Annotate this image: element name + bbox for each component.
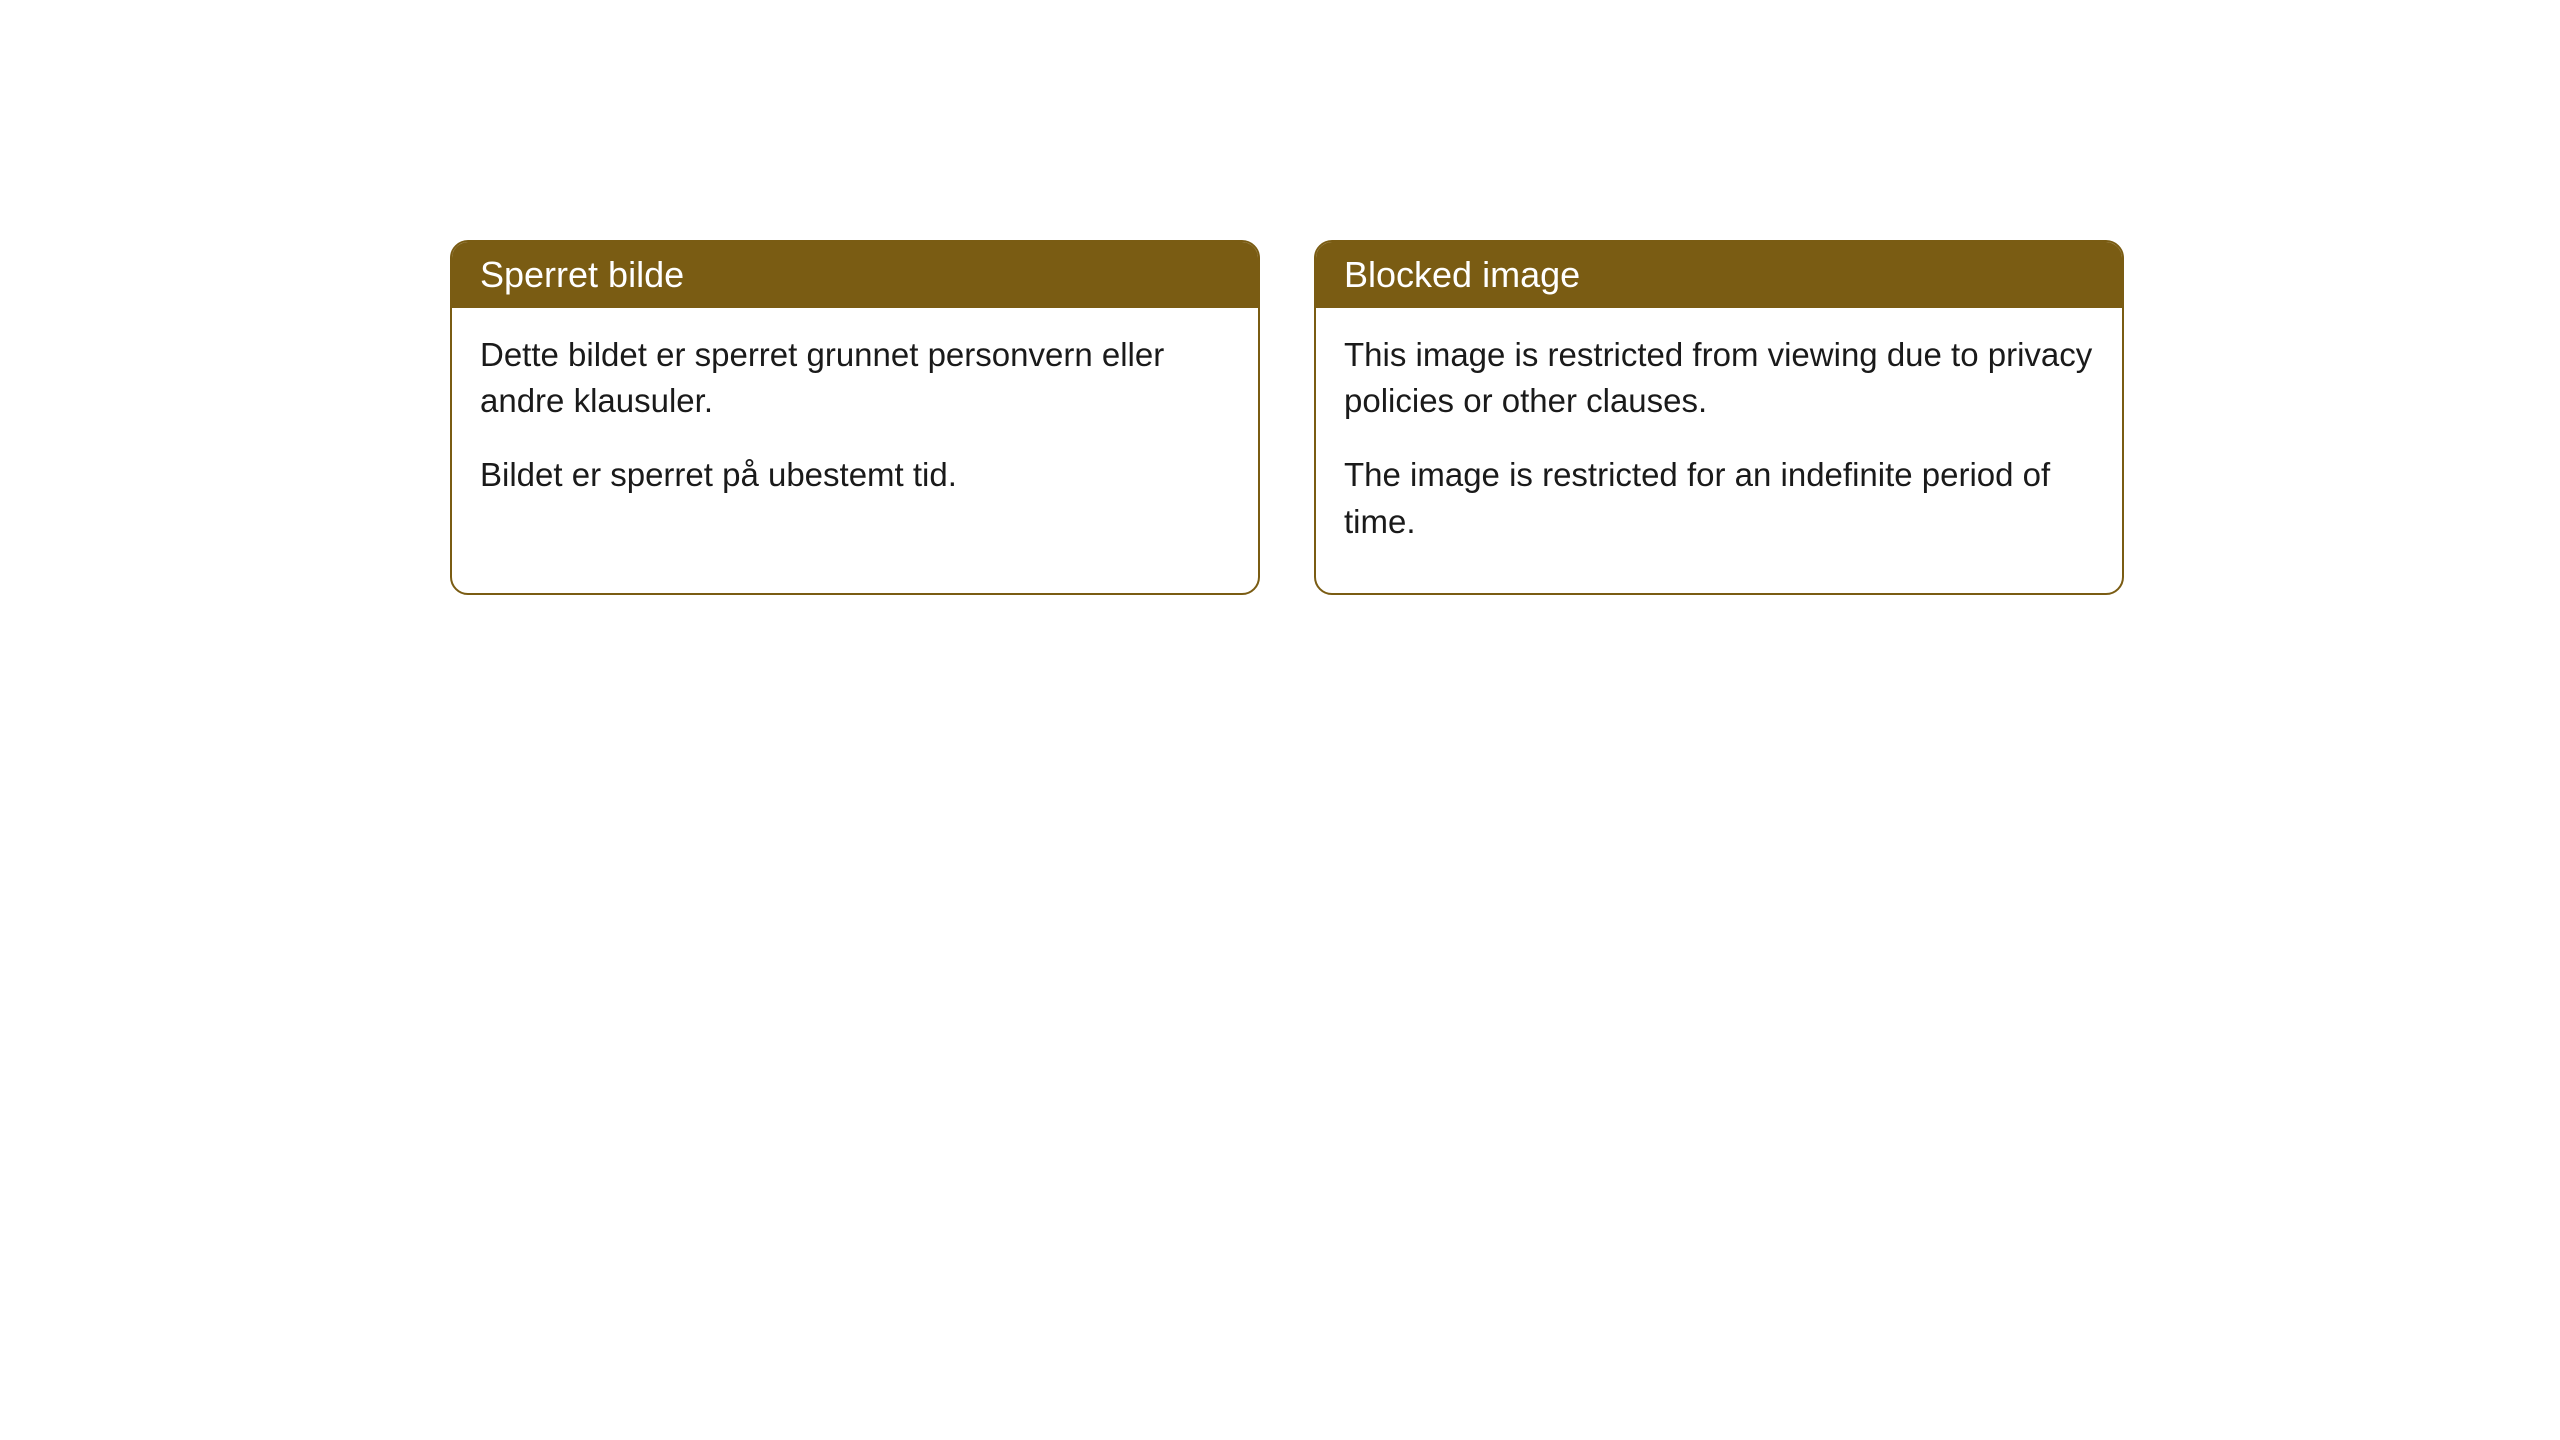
card-body-english: This image is restricted from viewing du… xyxy=(1316,308,2122,593)
card-title: Sperret bilde xyxy=(480,254,684,295)
info-cards-container: Sperret bilde Dette bildet er sperret gr… xyxy=(450,240,2124,595)
card-header-norwegian: Sperret bilde xyxy=(452,242,1258,308)
card-header-english: Blocked image xyxy=(1316,242,2122,308)
card-text-paragraph: This image is restricted from viewing du… xyxy=(1344,332,2094,424)
card-body-norwegian: Dette bildet er sperret grunnet personve… xyxy=(452,308,1258,547)
card-text-paragraph: Dette bildet er sperret grunnet personve… xyxy=(480,332,1230,424)
card-text-paragraph: Bildet er sperret på ubestemt tid. xyxy=(480,452,1230,498)
blocked-image-card-english: Blocked image This image is restricted f… xyxy=(1314,240,2124,595)
card-title: Blocked image xyxy=(1344,254,1580,295)
blocked-image-card-norwegian: Sperret bilde Dette bildet er sperret gr… xyxy=(450,240,1260,595)
card-text-paragraph: The image is restricted for an indefinit… xyxy=(1344,452,2094,544)
